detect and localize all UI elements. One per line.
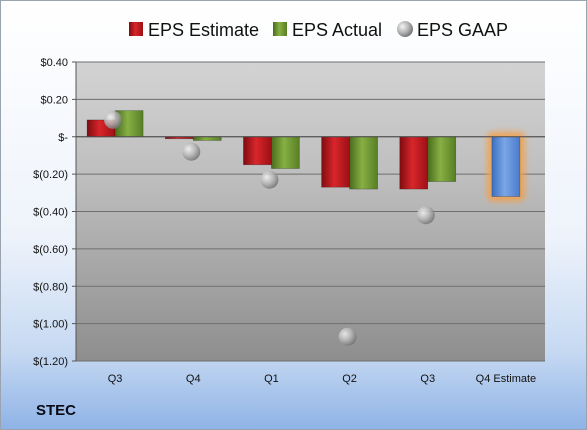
- company-ticker: STEC: [36, 402, 77, 419]
- estimate-bar: [491, 136, 521, 197]
- x-tick-label: Q3: [420, 373, 435, 385]
- legend-label: EPS Actual: [292, 20, 382, 40]
- x-tick-label: Q4: [186, 373, 201, 385]
- y-tick-label: $(0.40): [33, 207, 68, 219]
- estimate-bar: [321, 136, 350, 188]
- gaap-markers: [104, 110, 435, 346]
- gaap-marker: [260, 170, 279, 189]
- actual-bar: [349, 136, 378, 190]
- y-tick-label: $0.20: [40, 94, 68, 106]
- legend-label: EPS GAAP: [417, 20, 508, 40]
- green-bar-icon: [273, 22, 287, 36]
- y-tick-label: $(0.60): [33, 244, 68, 256]
- legend-item-estimate: EPS Estimate: [129, 20, 259, 40]
- x-tick-label: Q2: [342, 373, 357, 385]
- estimate-bar: [399, 136, 429, 190]
- y-tick-label: $0.40: [40, 57, 68, 69]
- gray-sphere-icon: [397, 21, 413, 37]
- y-tick-label: $(0.80): [33, 281, 68, 293]
- gaap-marker: [104, 110, 123, 129]
- y-tick-label: $(0.20): [33, 169, 68, 181]
- gaap-marker: [182, 142, 201, 161]
- red-bar-icon: [129, 22, 143, 36]
- gaap-marker: [338, 327, 357, 346]
- actual-bar: [271, 136, 300, 169]
- x-tick-label: Q1: [264, 373, 279, 385]
- actual-bar: [192, 136, 222, 141]
- x-tick-label: Q4 Estimate: [476, 373, 537, 385]
- legend: EPS Estimate EPS Actual EPS GAAP: [129, 20, 508, 40]
- legend-item-gaap: EPS GAAP: [397, 20, 508, 40]
- y-tick-label: $-: [58, 132, 68, 144]
- actual-bar: [427, 136, 457, 182]
- estimate-bar: [243, 136, 272, 166]
- gaap-marker: [416, 206, 435, 225]
- legend-label: EPS Estimate: [148, 20, 259, 40]
- x-axis: Q3 Q4 Q1 Q2 Q3 Q4 Estimate: [76, 136, 545, 385]
- legend-item-actual: EPS Actual: [273, 20, 382, 40]
- y-axis: $0.40 $0.20 $- $(0.20) $(0.40) $(0.60) $(0.80)…: [33, 57, 77, 368]
- y-tick-label: $(1.20): [33, 356, 68, 368]
- x-tick-label: Q3: [108, 373, 123, 385]
- y-tick-label: $(1.00): [33, 319, 68, 331]
